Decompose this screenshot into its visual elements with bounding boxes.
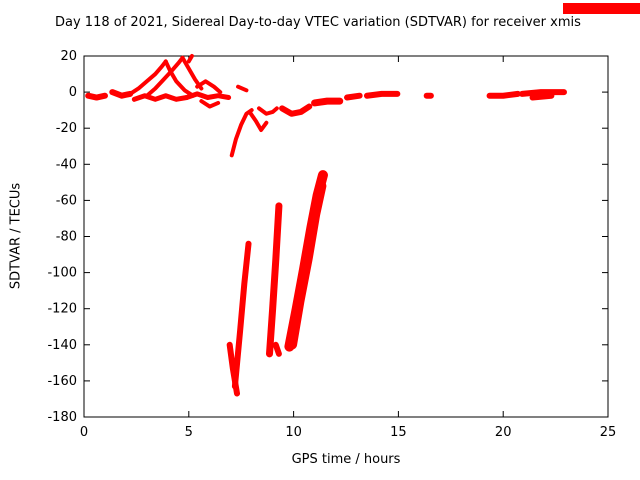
x-tick-label: 15 bbox=[390, 425, 407, 440]
y-tick-label: -100 bbox=[47, 266, 77, 281]
data-series-stroke bbox=[279, 103, 313, 117]
y-tick-label: 20 bbox=[60, 49, 77, 64]
chart-title: Day 118 of 2021, Sidereal Day-to-day VTE… bbox=[55, 15, 581, 30]
data-series-stroke bbox=[199, 99, 221, 109]
data-series-stroke bbox=[272, 341, 282, 357]
data-series-stroke bbox=[236, 84, 249, 93]
data-series-stroke bbox=[231, 240, 252, 390]
data-series-stroke bbox=[486, 90, 521, 99]
y-tick-label: 0 bbox=[69, 85, 77, 100]
data-series-stroke bbox=[344, 92, 363, 101]
x-tick-label: 10 bbox=[285, 425, 302, 440]
data-series-stroke bbox=[311, 97, 344, 107]
data-series-stroke bbox=[195, 79, 223, 95]
data-series-stroke bbox=[186, 54, 194, 64]
data-series-stroke bbox=[265, 202, 283, 358]
y-tick-label: -160 bbox=[47, 374, 77, 389]
data-series-stroke bbox=[257, 106, 279, 116]
data-series-stroke bbox=[131, 93, 190, 102]
y-tick-label: -80 bbox=[56, 230, 77, 245]
data-series-stroke bbox=[144, 55, 185, 98]
data-series-stroke bbox=[109, 89, 134, 99]
plot-border bbox=[83, 55, 609, 418]
y-tick-label: -180 bbox=[47, 410, 77, 425]
y-tick-label: -20 bbox=[56, 121, 77, 136]
data-series-stroke bbox=[229, 108, 254, 158]
y-tick-label: -40 bbox=[56, 157, 77, 172]
legend-line-sample bbox=[563, 3, 640, 14]
data-series-stroke bbox=[519, 89, 567, 97]
data-series-stroke bbox=[85, 92, 108, 101]
y-tick-label: -140 bbox=[47, 338, 77, 353]
data-series-stroke bbox=[247, 109, 269, 133]
x-axis-label: GPS time / hours bbox=[291, 452, 401, 467]
data-series-stroke bbox=[529, 92, 555, 101]
y-tick-label: -60 bbox=[56, 193, 77, 208]
data-series-stroke bbox=[288, 181, 327, 350]
data-series-stroke bbox=[163, 59, 195, 98]
data-series-stroke bbox=[128, 59, 168, 96]
data-series-stroke bbox=[184, 91, 232, 101]
x-tick-label: 25 bbox=[600, 425, 617, 440]
data-series-stroke bbox=[363, 90, 401, 99]
x-tick-label: 20 bbox=[495, 425, 512, 440]
x-tick-label: 5 bbox=[185, 425, 193, 440]
x-tick-label: 0 bbox=[80, 425, 88, 440]
y-tick-label: -120 bbox=[47, 302, 77, 317]
